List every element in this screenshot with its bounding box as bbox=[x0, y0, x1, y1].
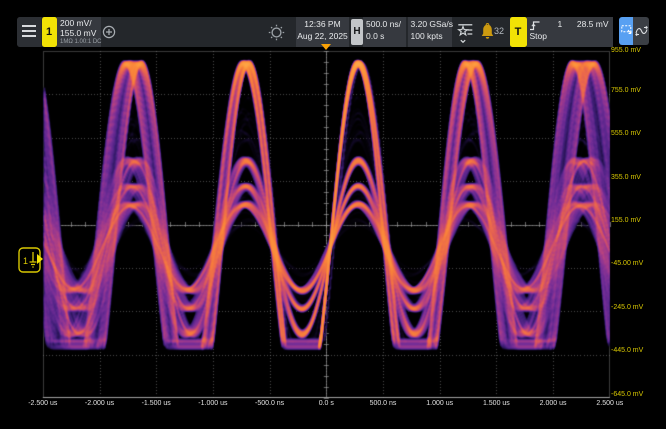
svg-text:1: 1 bbox=[23, 256, 28, 266]
